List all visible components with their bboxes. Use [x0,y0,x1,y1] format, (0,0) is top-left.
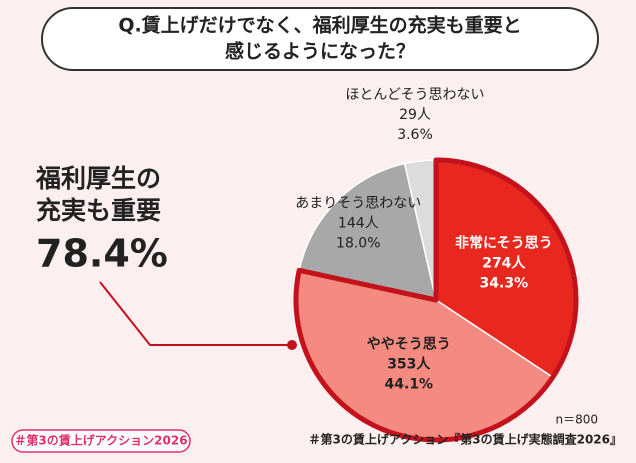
badge [11,429,191,453]
highlight-label: 福利厚生の [35,164,161,193]
sample-note: n＝800 [555,413,598,427]
pie-slice [298,162,437,301]
title-box [41,7,599,71]
slice-label: ほとんどそう思わない [345,87,484,103]
highlight-value: 78.4% [36,232,168,276]
source: ＃第3の賃上げアクション『第3の賃上げ実態調査2026』 [309,432,623,447]
pie: 非常にそう思う 274人 34.3% ややそう思う 353人 44.1% あまりそう思わない… [293,87,579,443]
slice-label: 274人 [482,255,526,272]
highlight-outline [293,157,579,443]
leader-dot [287,340,297,350]
slice-label: 34.3% [480,276,529,292]
slice-label: 29人 [399,107,431,123]
slice-label: ややそう思う [367,337,451,353]
slice-label: 353人 [387,356,431,373]
chart-title: Q.賃上げだけでなく、福利厚生の充実も重要と [118,14,521,37]
badge-text: ＃第3の賃上げアクション2026 [14,433,187,448]
slice-label: 3.6% [397,127,433,143]
slice-label: 144人 [338,215,379,231]
slice-label: 非常にそう思う [455,235,553,252]
slice-label: あまりそう思わない [295,195,421,211]
slice-label: 44.1% [385,377,434,393]
slice-label: 18.0% [336,235,380,251]
highlight-label: 充実も重要 [36,196,161,225]
leader-line [99,281,292,346]
chart-title: 感じるようになった？ [225,40,415,63]
